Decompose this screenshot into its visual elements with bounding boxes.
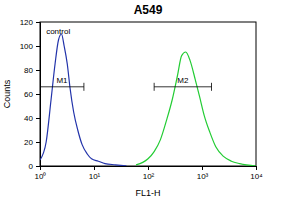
x-tick: 10³ [197, 166, 209, 181]
gate-end [40, 83, 41, 91]
annotation: control [46, 27, 70, 36]
y-tick-label: 20 [24, 138, 33, 147]
y-tick: 20 [24, 138, 40, 147]
gate-label: M2 [177, 76, 189, 85]
y-tick-label: 100 [20, 42, 34, 51]
x-axis-title: FL1-H [135, 188, 160, 198]
marks [40, 34, 256, 166]
plot: 10⁰ 10¹ 10² 10³ 10⁴ 0 20 40 60 80 100 120 M1 M2 contro… [20, 18, 264, 181]
y-tick-mark [36, 70, 40, 71]
y-tick: 60 [24, 90, 40, 99]
x-tick-label: 10⁰ [35, 172, 47, 181]
y-tick-mark [36, 142, 40, 143]
gate-end [211, 83, 212, 91]
x-tick: 10⁰ [35, 166, 47, 181]
x-tick-label: 10¹ [89, 172, 101, 181]
y-axis-title: Counts [2, 79, 12, 108]
y-tick-label: 40 [24, 114, 33, 123]
x-tick-mark [94, 166, 95, 170]
y-tick-label: 60 [24, 90, 33, 99]
y-tick-mark [36, 46, 40, 47]
gate-end [83, 83, 84, 91]
y-tick: 40 [24, 114, 40, 123]
gate-end [154, 83, 155, 91]
x-tick-mark [202, 166, 203, 170]
gate-bar [40, 86, 84, 87]
y-tick: 0 [29, 162, 40, 171]
chart: 10⁰ 10¹ 10² 10³ 10⁴ 0 20 40 60 80 100 120 M1 M2 contro… [0, 0, 300, 200]
plot-frame [40, 22, 256, 166]
title: A549 [134, 3, 163, 17]
y-axis-line [36, 23, 41, 167]
gate-bar [154, 86, 211, 87]
y-tick-mark [36, 22, 40, 23]
y-tick-label: 120 [20, 18, 34, 27]
gate-label: M1 [56, 76, 68, 85]
x-tick-label: 10³ [197, 172, 209, 181]
x-axis: 10⁰ 10¹ 10² 10³ 10⁴ [35, 166, 264, 181]
x-tick: 10¹ [89, 166, 101, 181]
y-tick-mark [36, 94, 40, 95]
y-tick-mark [36, 166, 40, 167]
y-tick: 80 [24, 66, 40, 75]
y-tick-label: 80 [24, 66, 33, 75]
histogram-line [40, 34, 127, 166]
x-tick-mark [148, 166, 149, 170]
x-tick-label: 10² [143, 172, 155, 181]
x-axis-line [41, 167, 257, 171]
histogram-line [136, 52, 256, 166]
x-tick-mark [256, 166, 257, 170]
y-tick-label: 0 [29, 162, 34, 171]
x-tick-label: 10⁴ [250, 172, 263, 181]
y-tick: 100 [20, 42, 40, 51]
x-tick: 10⁴ [250, 166, 263, 181]
y-axis: 0 20 40 60 80 100 120 [20, 18, 41, 171]
x-tick: 10² [143, 166, 155, 181]
y-tick: 120 [20, 18, 40, 27]
y-tick-mark [36, 118, 40, 119]
